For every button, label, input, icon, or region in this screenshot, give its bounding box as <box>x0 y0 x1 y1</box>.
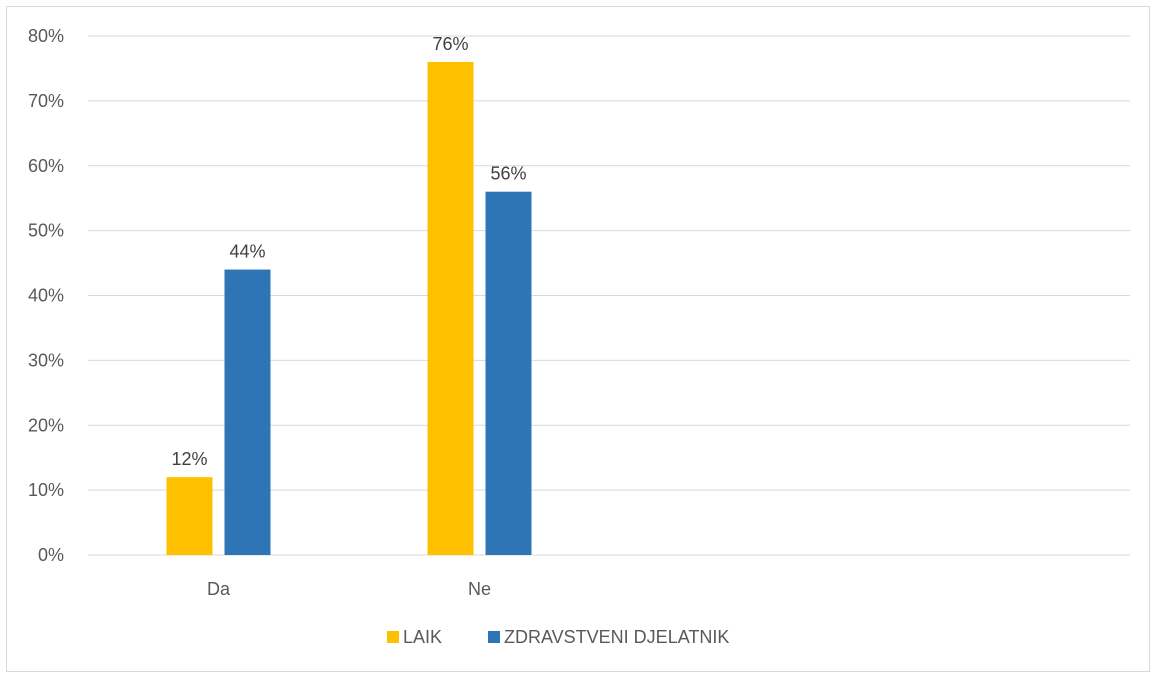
x-axis-tick-labels: Da Ne <box>207 579 491 599</box>
bar-zdravstveni-djelatnik-ne <box>485 191 532 555</box>
chart-frame <box>6 6 1150 672</box>
data-label: 56% <box>490 164 526 184</box>
legend-label: LAIK <box>403 627 442 647</box>
y-tick-label: 20% <box>28 415 64 435</box>
legend-swatch <box>387 631 399 643</box>
data-labels: 12% 44% 76% 56% <box>171 34 526 469</box>
bar-laik-da <box>166 477 213 555</box>
y-tick-label: 80% <box>28 26 64 46</box>
bar-laik-ne <box>427 61 474 555</box>
y-tick-label: 60% <box>28 156 64 176</box>
legend: LAIK ZDRAVSTVENI DJELATNIK <box>387 627 729 647</box>
y-axis-tick-labels: 0% 10% 20% 30% 40% 50% 60% 70% 80% <box>28 26 64 565</box>
legend-swatch <box>488 631 500 643</box>
bars <box>166 61 532 555</box>
data-label: 44% <box>229 242 265 262</box>
y-tick-label: 50% <box>28 221 64 241</box>
y-tick-label: 10% <box>28 480 64 500</box>
bar-zdravstveni-djelatnik-da <box>224 269 271 555</box>
legend-label: ZDRAVSTVENI DJELATNIK <box>504 627 729 647</box>
y-tick-label: 0% <box>38 545 64 565</box>
data-label: 12% <box>171 449 207 469</box>
data-label: 76% <box>432 34 468 54</box>
y-tick-label: 40% <box>28 286 64 306</box>
y-tick-label: 30% <box>28 350 64 370</box>
y-tick-label: 70% <box>28 91 64 111</box>
x-tick-label: Da <box>207 579 231 599</box>
x-tick-label: Ne <box>468 579 491 599</box>
